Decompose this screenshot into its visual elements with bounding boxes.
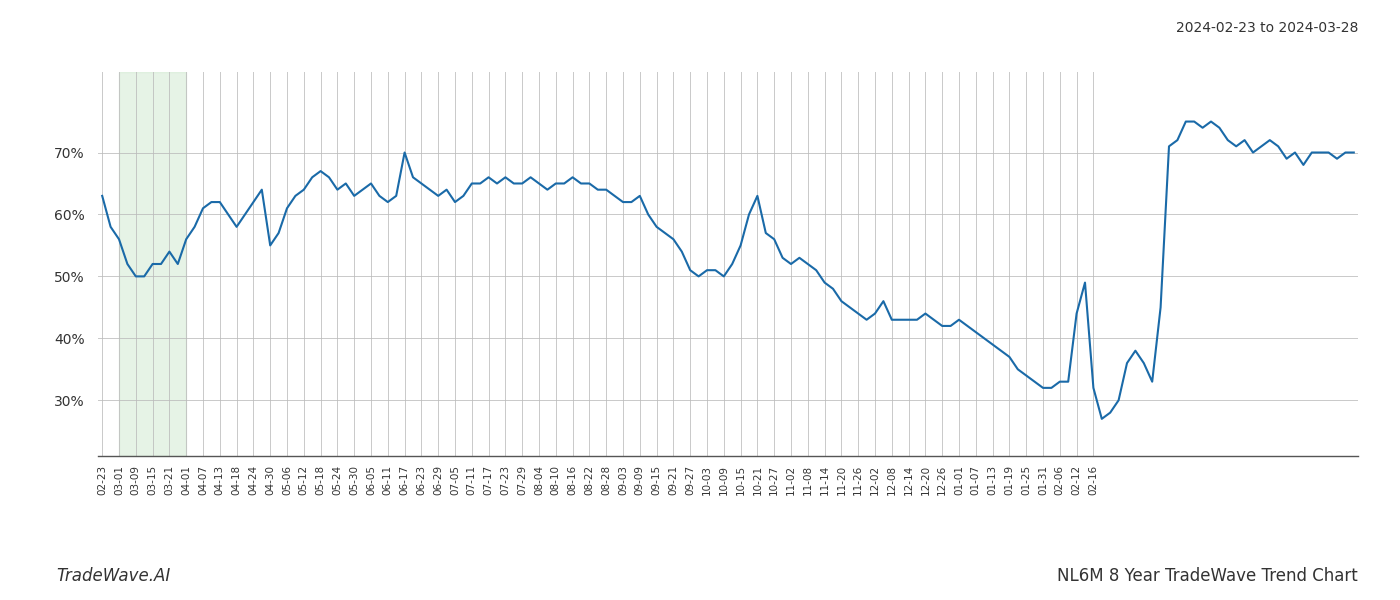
Text: 2024-02-23 to 2024-03-28: 2024-02-23 to 2024-03-28 [1176, 21, 1358, 35]
Text: NL6M 8 Year TradeWave Trend Chart: NL6M 8 Year TradeWave Trend Chart [1057, 567, 1358, 585]
Bar [119, 72, 186, 456]
Text: TradeWave.AI: TradeWave.AI [56, 567, 171, 585]
